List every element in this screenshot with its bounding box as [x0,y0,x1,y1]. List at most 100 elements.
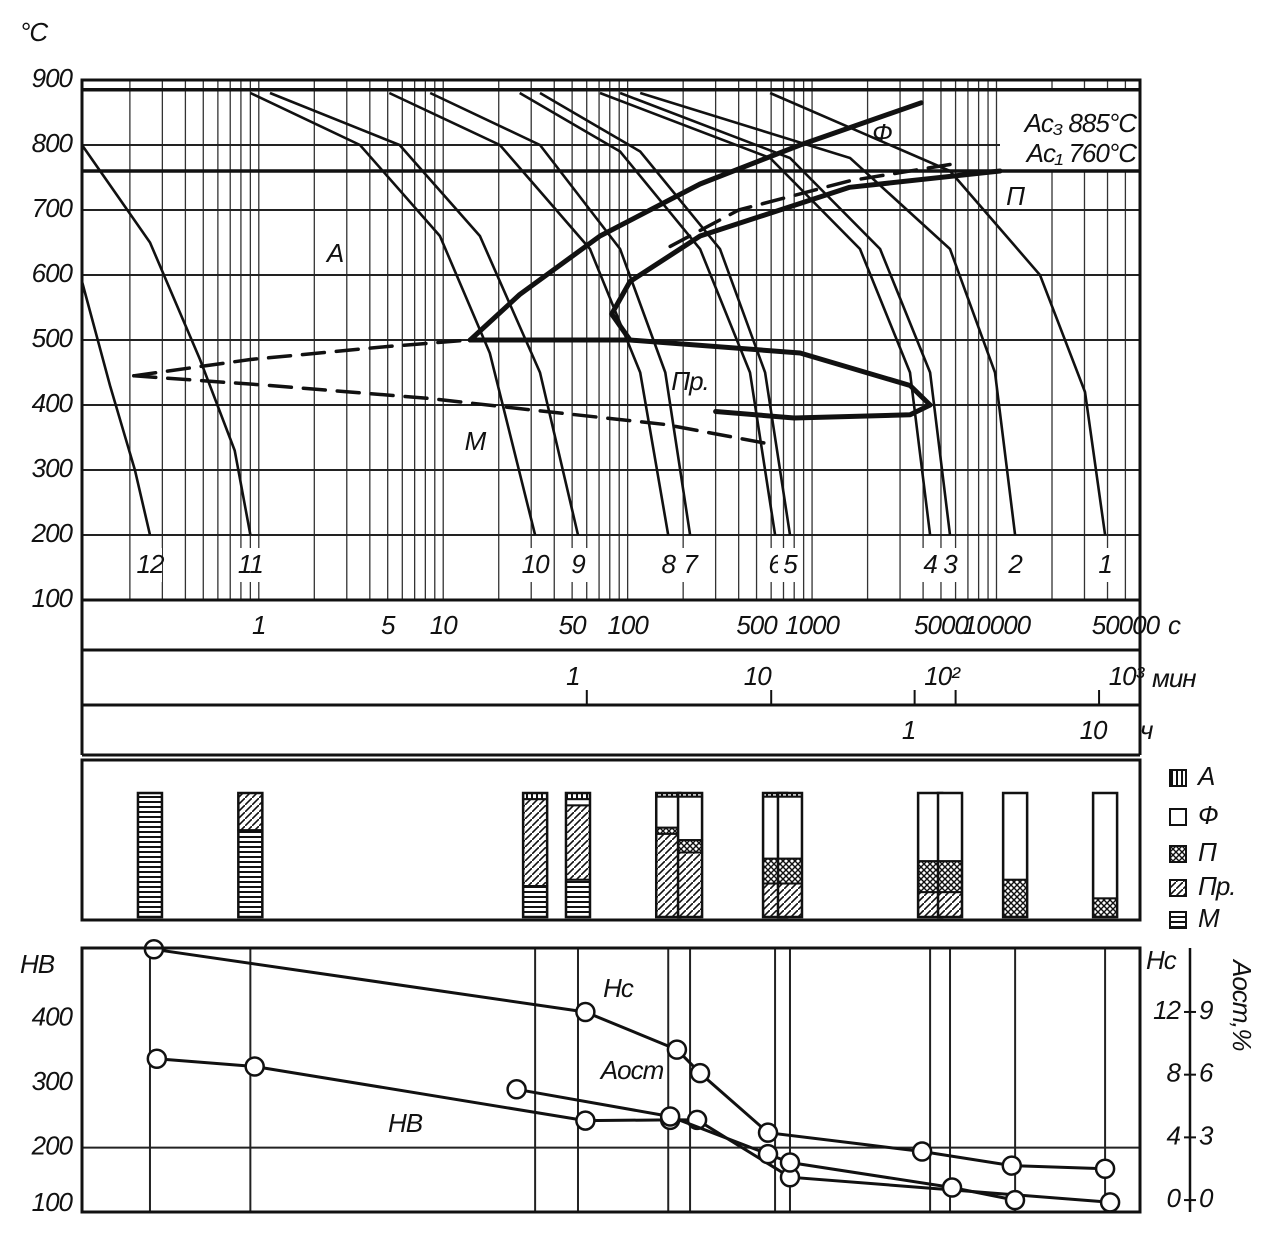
bar-outline [237,791,264,919]
bar-outline [521,791,549,919]
transformation-line [132,374,772,446]
bar-outline [136,791,164,919]
bar-segment [564,878,591,918]
cooling-curve [619,91,952,536]
y3-tick-label: 3 [1199,1120,1214,1150]
bar-outline [1091,791,1119,919]
label-bg [1093,548,1118,582]
bar-segment [677,851,704,919]
y-tick-label: 300 [32,1066,74,1096]
cooling-curve [269,91,580,536]
y-tick-label: 100 [32,1187,74,1217]
hardness-line [153,947,1106,1171]
bar-outline [936,791,964,919]
cooling-curve [599,91,932,536]
label-box [1000,89,1140,171]
label-bg [238,548,263,582]
series-label: Aост [599,1055,664,1085]
x-tick-label: 5000 [914,610,969,640]
bar-segment [1002,792,1029,881]
label-bg [1003,548,1028,582]
x-tick-label: 1 [252,610,265,640]
cct-frame [80,78,1142,602]
minute-axis-label: мин [1152,663,1196,693]
series-label: HB [388,1108,423,1138]
minute-tick-label: 10 [744,661,772,691]
reference-label: Ac₃ 885°C [1023,108,1138,138]
legend-swatch [1169,808,1187,826]
cooling-curve [639,91,1017,536]
data-point [575,1001,596,1023]
label-bg [777,548,802,582]
x-tick-label: 50000 [1092,610,1161,640]
cooling-curve [769,91,1107,536]
legend-label: Пр. [1198,871,1236,901]
label-bg [523,548,548,582]
data-point [666,1039,688,1060]
x-tick-label: 100 [607,610,649,640]
bar-segment [1002,878,1029,918]
bar-segment [237,792,264,832]
phase-label: П [1006,181,1025,211]
y-axis-label: HB [20,949,55,979]
cooling-curve [519,91,777,536]
hardness-line [516,1087,1016,1202]
label-bg [678,548,703,582]
data-point [506,1079,527,1100]
bar-segment [522,885,549,918]
bar-segment [1092,897,1119,919]
y2-tick-label: 8 [1167,1058,1182,1088]
bar-segment [655,795,682,829]
bar-segment [677,795,704,842]
y-tick-label: 600 [32,258,74,288]
label-bg [938,548,963,582]
bar-segment [776,795,803,860]
hour-tick-label: 10 [1080,715,1108,745]
y-tick-label: 400 [32,388,74,418]
data-point [1001,1155,1023,1176]
bar-outline [776,791,804,919]
y2-tick-label: 0 [1167,1183,1182,1213]
bar-segment [776,882,803,919]
bar-outline [564,791,592,919]
phase-label: М [465,426,487,456]
x-tick-label: 10000 [963,610,1032,640]
data-point [146,1048,168,1070]
curve-label: 5 [783,549,798,579]
y-tick-label: 700 [32,193,74,223]
y-tick-label: 200 [31,1130,74,1160]
y3-tick-label: 0 [1199,1183,1214,1213]
y-tick-label: 200 [31,518,74,548]
cooling-curve [539,91,792,536]
y-tick-label: 100 [32,583,74,613]
hour-axis-label: ч [1140,715,1153,745]
x-tick-label: 10 [430,610,458,640]
legend-label: Ф [1198,800,1218,830]
legend-label: П [1198,837,1217,867]
reference-label: Ac₁ 760°C [1025,138,1138,168]
legend-swatch [1169,879,1187,897]
x-tick-label: 5 [381,610,396,640]
data-point [757,1143,779,1165]
minute-tick-label: 1 [566,661,579,691]
cooling-curve [80,281,152,536]
phase-label: Ф [872,118,892,148]
phase-label: А [325,238,343,268]
x-tick-label: 50 [559,610,587,640]
transformation-line [609,168,1003,343]
y2-axis-label: Hc [1146,945,1177,975]
legend-swatch [1169,769,1187,787]
bar-segment [937,860,964,894]
curve-label: 3 [943,549,958,579]
data-point [689,1062,711,1084]
structure-frame [80,758,1142,922]
bar-segment [237,829,264,919]
bar-segment [677,839,704,854]
bar-segment [937,891,964,919]
y-tick-label: 800 [32,128,74,158]
series-label: Hc [603,973,634,1003]
phase-label: Пр. [671,366,709,396]
data-point [1004,1189,1026,1211]
